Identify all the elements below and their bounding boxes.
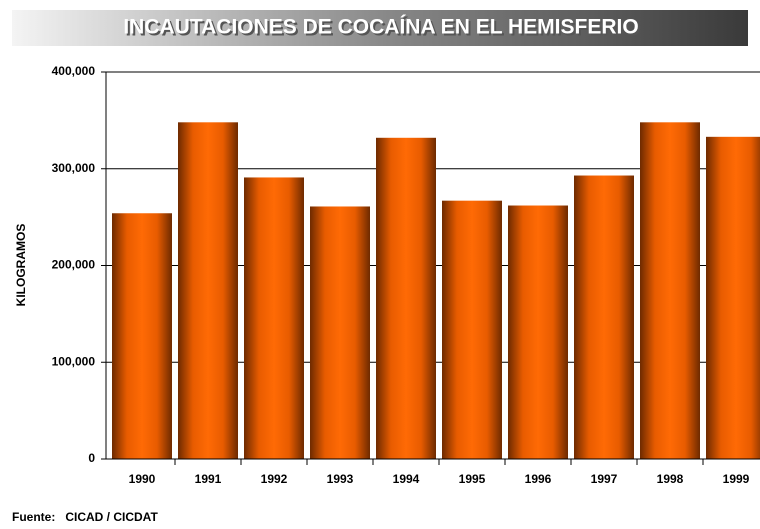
y-tick-label: 300,000 (52, 161, 96, 175)
x-tick-label: 1992 (261, 472, 288, 486)
title-shadow: INCAUTACIONES DE COCAÍNA EN EL HEMISFERI… (125, 18, 640, 41)
y-tick-label: 0 (88, 451, 95, 465)
bar (178, 122, 238, 459)
bar (508, 205, 568, 459)
bar (574, 175, 634, 459)
x-tick-label: 1999 (723, 472, 750, 486)
chart-title: INCAUTACIONES DE COCAÍNA EN EL HEMISFERI… (123, 16, 638, 39)
bar (640, 122, 700, 459)
x-tick-label: 1993 (327, 472, 354, 486)
y-tick-label: 200,000 (52, 258, 96, 272)
x-tick-label: 1997 (591, 472, 618, 486)
bar (310, 206, 370, 459)
bar (244, 177, 304, 459)
x-tick-label: 1996 (525, 472, 552, 486)
y-tick-label: 400,000 (52, 64, 96, 78)
x-tick-label: 1998 (657, 472, 684, 486)
y-axis-label: KILOGRAMOS (14, 224, 28, 307)
title-banner (12, 10, 748, 46)
source-note: Fuente: CICAD / CICDAT (12, 510, 158, 524)
bar (706, 136, 760, 459)
x-tick-label: 1995 (459, 472, 486, 486)
x-tick-label: 1990 (129, 472, 156, 486)
y-tick-label: 100,000 (52, 354, 96, 368)
bar (112, 213, 172, 459)
x-tick-label: 1994 (393, 472, 420, 486)
bar (442, 200, 502, 460)
x-tick-label: 1991 (195, 472, 222, 486)
bar (376, 137, 436, 460)
